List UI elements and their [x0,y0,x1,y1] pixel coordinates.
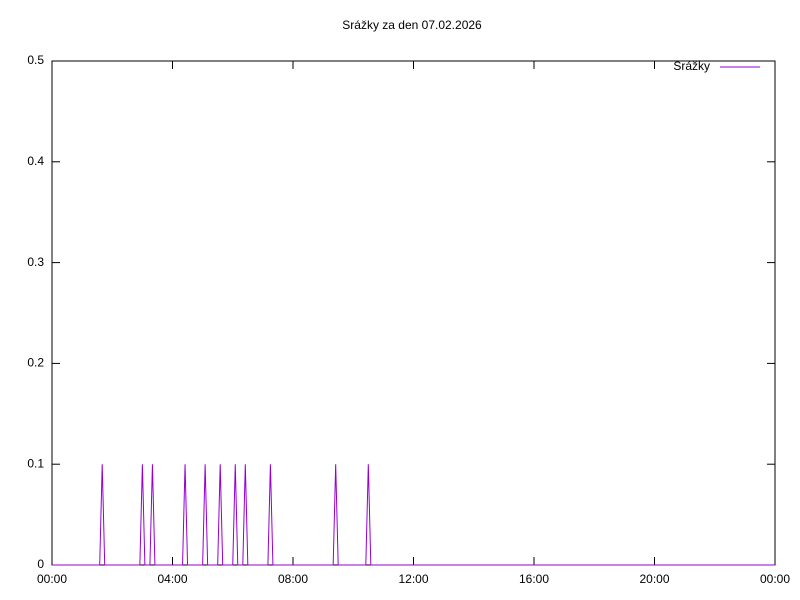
x-tick-label: 16:00 [519,572,549,586]
x-tick-label: 12:00 [398,572,428,586]
x-tick-label: 00:00 [760,572,790,586]
x-tick-label: 08:00 [278,572,308,586]
x-tick-label: 20:00 [639,572,669,586]
y-tick-label: 0.3 [27,255,44,269]
data-line [52,464,775,566]
plot-frame [51,60,776,566]
y-tick-label: 0.1 [27,456,44,470]
x-tick-label: 00:00 [37,572,67,586]
legend-label: Srážky [673,59,710,73]
chart-title: Srážky za den 07.02.2026 [342,18,482,32]
y-tick-label: 0.4 [27,154,44,168]
y-tick-label: 0.5 [27,53,44,67]
y-tick-label: 0 [37,557,44,571]
y-tick-label: 0.2 [27,356,44,370]
x-tick-label: 04:00 [157,572,187,586]
